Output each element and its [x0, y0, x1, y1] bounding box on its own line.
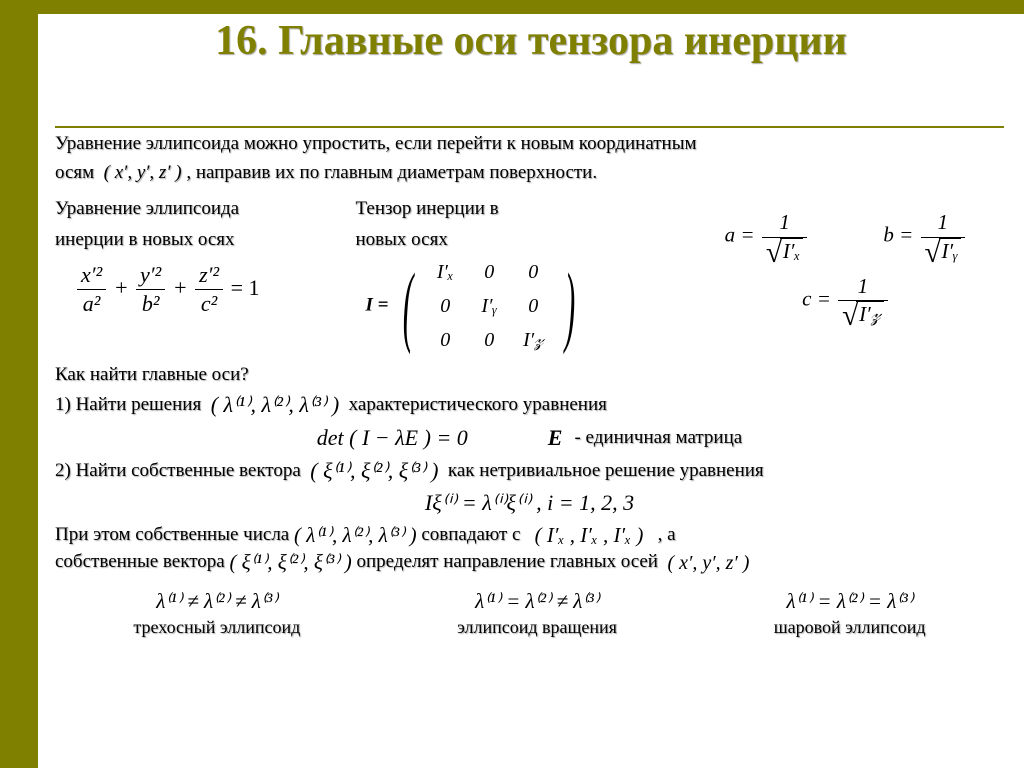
step2-pre: 2) Найти собственные вектора — [55, 459, 301, 484]
xis-tuple-2: ( ξ⁽¹⁾, ξ⁽²⁾, ξ⁽³⁾ ) — [229, 549, 351, 576]
matrix-lhs: I = — [366, 294, 389, 315]
m-21: 0 — [423, 289, 467, 323]
c-den: I′𝓏 — [856, 301, 883, 326]
intro-rest: , направив их по главным диаметрам повер… — [186, 161, 597, 186]
slide-border-top — [0, 0, 1024, 14]
lambdas-tuple: ( λ⁽¹⁾, λ⁽²⁾, λ⁽³⁾ ) — [211, 391, 339, 420]
eq-z-den: c² — [195, 290, 223, 319]
step-1: 1) Найти решения ( λ⁽¹⁾, λ⁽²⁾, λ⁽³⁾ ) ха… — [55, 391, 1004, 420]
case-sphere: λ⁽¹⁾ = λ⁽²⁾ = λ⁽³⁾ шаровой эллипсоид — [774, 588, 926, 639]
conclusion-line-1: При этом собственные числа ( λ⁽¹⁾, λ⁽²⁾,… — [55, 522, 1004, 549]
step1-post: характеристического уравнения — [349, 393, 607, 418]
intro-axes-tuple: ( x′, y′, z′ ) — [104, 161, 182, 186]
eq-y-num: y′² — [136, 261, 165, 291]
concl-1b: совпадают с — [421, 523, 520, 548]
xis-tuple: ( ξ⁽¹⁾, ξ⁽²⁾, ξ⁽³⁾ ) — [310, 457, 438, 486]
concl-2b: определят направление главных осей — [357, 550, 658, 575]
case2-eq: λ⁽¹⁾ = λ⁽²⁾ ≠ λ⁽³⁾ — [457, 588, 617, 615]
eq-rhs: = 1 — [231, 275, 260, 300]
m-12: 0 — [467, 255, 511, 289]
m-22: I′ᵧ — [467, 289, 511, 323]
bottom-cases: λ⁽¹⁾ ≠ λ⁽²⁾ ≠ λ⁽³⁾ трехосный эллипсоид λ… — [55, 588, 1004, 639]
ellipsoid-equation: x′²a² + y′²b² + z′²c² = 1 — [75, 261, 356, 319]
paren-left-icon: ( — [403, 266, 413, 346]
concl-1c: , а — [658, 523, 676, 548]
a-lhs: a = — [725, 223, 755, 247]
c-lhs: c = — [802, 287, 831, 311]
case-triaxial: λ⁽¹⁾ ≠ λ⁽²⁾ ≠ λ⁽³⁾ трехосный эллипсоид — [133, 588, 300, 639]
case1-label: трехосный эллипсоид — [133, 616, 300, 639]
ellipsoid-head-2: инерции в новых осях — [55, 228, 356, 253]
a-formula: a = 1I′ₓ — [725, 209, 810, 265]
lambdas-tuple-2: ( λ⁽¹⁾, λ⁽²⁾, λ⁽³⁾ ) — [294, 522, 417, 549]
xyz-prime: ( x′, y′, z′ ) — [667, 550, 749, 576]
step1-pre: 1) Найти решения — [55, 393, 201, 418]
b-den: I′ᵧ — [939, 238, 961, 263]
concl-1a: При этом собственные числа — [55, 523, 289, 548]
title-underline — [55, 126, 1004, 128]
b-formula: b = 1I′ᵧ — [883, 209, 967, 265]
case-revolution: λ⁽¹⁾ = λ⁽²⁾ ≠ λ⁽³⁾ эллипсоид вращения — [457, 588, 617, 639]
det-equation: det ( I − λE ) = 0 — [317, 424, 468, 453]
case2-label: эллипсоид вращения — [457, 616, 617, 639]
E-description: - единичная матрица — [574, 426, 742, 451]
case3-label: шаровой эллипсоид — [774, 616, 926, 639]
b-lhs: b = — [883, 223, 913, 247]
conclusion-line-2: собственные вектора ( ξ⁽¹⁾, ξ⁽²⁾, ξ⁽³⁾ )… — [55, 549, 1004, 576]
intro-line-2: осям ( x′, y′, z′ ) , направив их по гла… — [55, 161, 1004, 186]
ellipsoid-head-1: Уравнение эллипсоида — [55, 197, 356, 222]
intro-axes-pre: осям — [55, 161, 94, 186]
E-symbol: E — [548, 424, 563, 453]
m-33: I′𝓏 — [511, 323, 555, 357]
eq-y-den: b² — [136, 290, 165, 319]
Iprimes-tuple: ( I′ₓ , I′ₓ , I′ₓ ) — [535, 522, 644, 549]
eq-x-den: a² — [77, 290, 106, 319]
c-formula: c = 1I′𝓏 — [802, 273, 889, 329]
tensor-head-2: новых осях — [356, 228, 688, 253]
slide-title: 16. Главные оси тензора инерции — [38, 18, 1024, 64]
ellipsoid-column: Уравнение эллипсоида инерции в новых ося… — [55, 191, 356, 356]
eq-x-num: x′² — [77, 261, 106, 291]
a-den: I′ₓ — [780, 238, 804, 263]
abc-column: a = 1I′ₓ b = 1I′ᵧ c = 1I′𝓏 — [688, 191, 1004, 356]
m-11: I′ₓ — [423, 255, 467, 289]
concl-2a: собственные вектора — [55, 550, 225, 575]
det-row: det ( I − λE ) = 0 E - единичная матрица — [55, 424, 1004, 453]
paren-right-icon: ) — [565, 266, 575, 346]
step2-post: как нетривиальное решение уравнения — [448, 459, 764, 484]
tensor-matrix: I = ( I′ₓ 0 0 0 I′ᵧ 0 — [366, 255, 688, 357]
case1-eq: λ⁽¹⁾ ≠ λ⁽²⁾ ≠ λ⁽³⁾ — [133, 588, 300, 615]
eigen-equation: Iξ⁽ⁱ⁾ = λ⁽ⁱ⁾ξ⁽ⁱ⁾ , i = 1, 2, 3 — [55, 489, 1004, 518]
tensor-column: Тензор инерции в новых осях I = ( I′ₓ 0 … — [356, 191, 688, 356]
tensor-head-1: Тензор инерции в — [356, 197, 688, 222]
m-13: 0 — [511, 255, 555, 289]
slide-content: Уравнение эллипсоида можно упростить, ес… — [55, 132, 1004, 639]
intro-line-1: Уравнение эллипсоида можно упростить, ес… — [55, 132, 1004, 157]
question-how: Как найти главные оси? — [55, 363, 1004, 388]
m-31: 0 — [423, 323, 467, 357]
m-32: 0 — [467, 323, 511, 357]
m-23: 0 — [511, 289, 555, 323]
eq-z-num: z′² — [195, 261, 223, 291]
case3-eq: λ⁽¹⁾ = λ⁽²⁾ = λ⁽³⁾ — [774, 588, 926, 615]
three-column-row: Уравнение эллипсоида инерции в новых ося… — [55, 191, 1004, 356]
step-2: 2) Найти собственные вектора ( ξ⁽¹⁾, ξ⁽²… — [55, 457, 1004, 486]
slide-border-left — [0, 0, 38, 768]
